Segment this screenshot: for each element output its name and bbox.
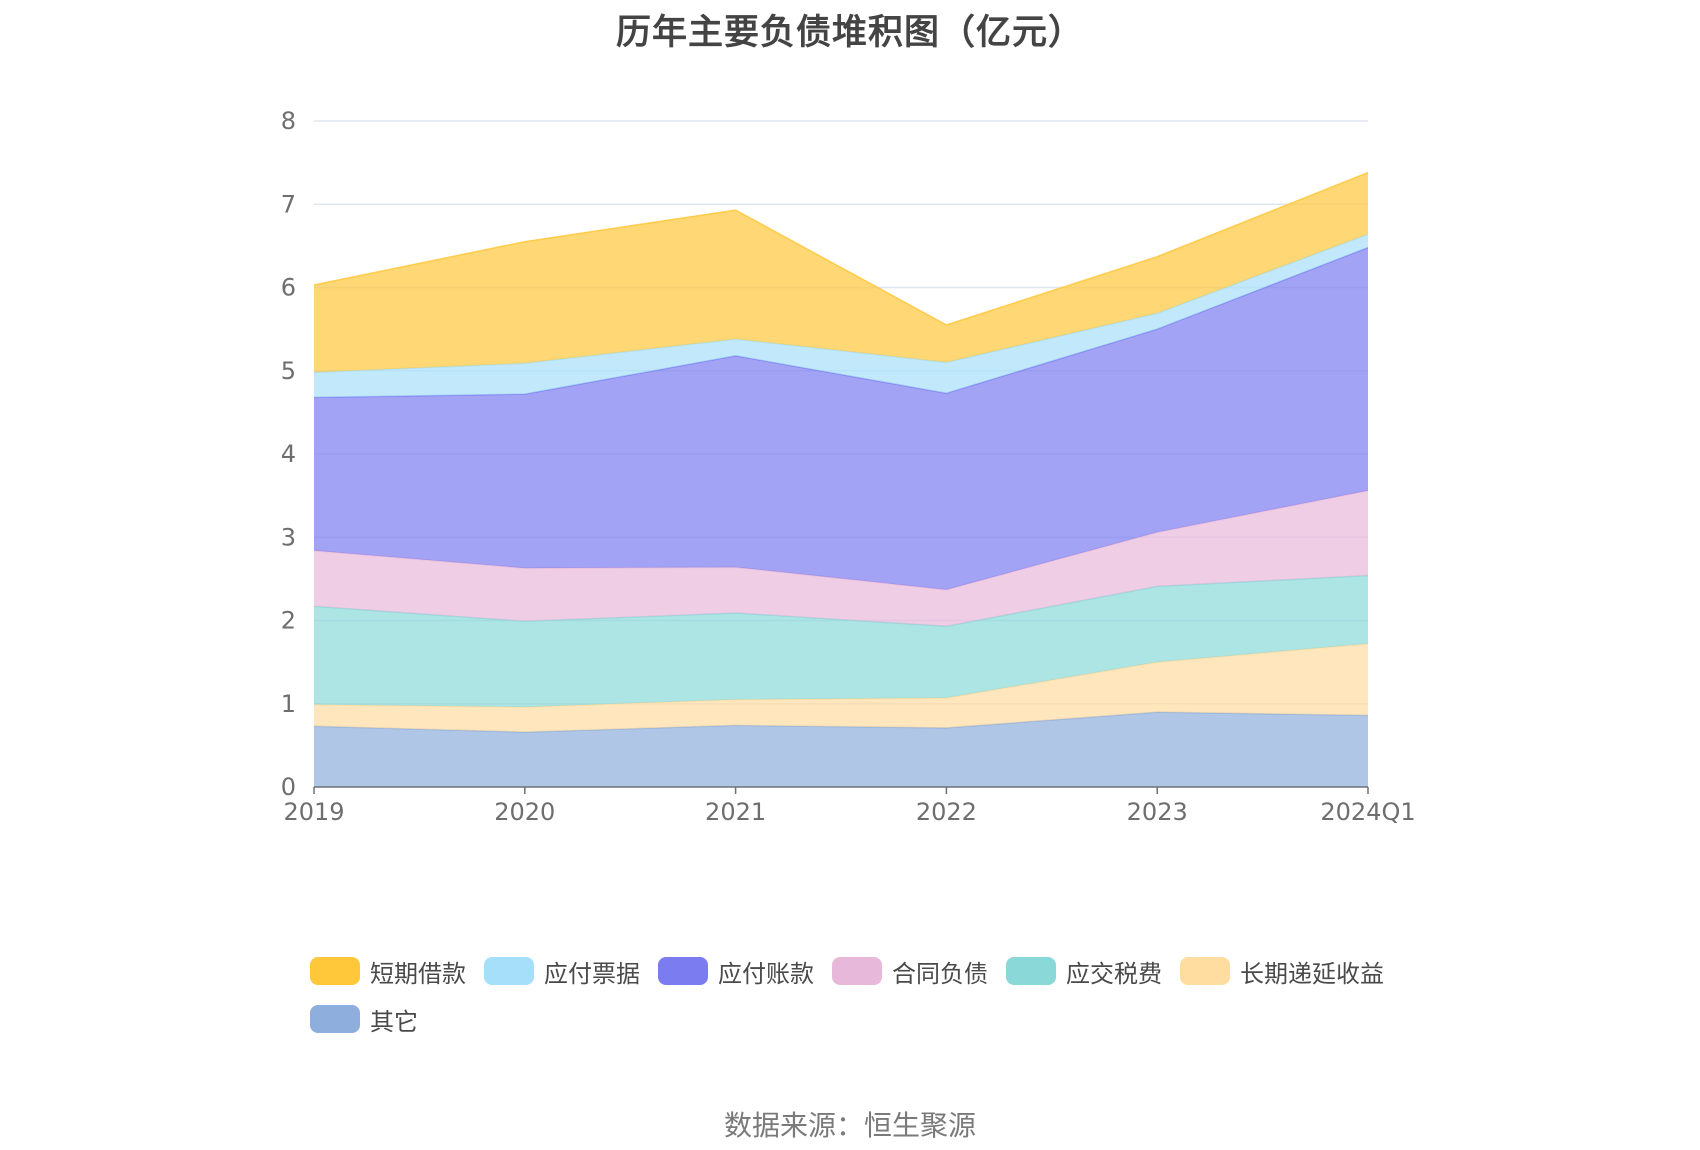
x-tick-label: 2020 — [494, 798, 555, 826]
axes: 0 1 2 3 4 5 6 7 8 2019 2020 2021 2022 2023 2024Q1 — [281, 107, 1416, 826]
y-tick-label: 1 — [281, 690, 296, 718]
legend-swatch — [310, 1005, 360, 1033]
y-tick-label: 0 — [281, 773, 296, 801]
legend-label: 合同负债 — [892, 959, 988, 988]
legend-label: 长期递延收益 — [1240, 959, 1384, 988]
legend-swatch — [1180, 957, 1230, 985]
chart-title: 历年主要负债堆积图（亿元） — [615, 13, 1084, 53]
legend-swatch — [1006, 957, 1056, 985]
legend-label: 应付票据 — [544, 959, 640, 988]
y-tick-label: 2 — [281, 607, 296, 635]
y-tick-label: 8 — [281, 107, 296, 135]
y-tick-label: 5 — [281, 357, 296, 385]
area-series-4[interactable] — [314, 247, 1368, 590]
area-series-1[interactable] — [314, 643, 1368, 733]
legend: 短期借款 应付票据 应付账款 合同负债 应交税费 长期递延收益其它 — [310, 954, 1460, 1050]
legend-swatch — [658, 957, 708, 985]
y-tick-label: 3 — [281, 523, 296, 551]
legend-item[interactable]: 长期递延收益 — [1180, 954, 1384, 988]
legend-item[interactable]: 短期借款 — [310, 954, 466, 988]
x-tick-label: 2024Q1 — [1320, 798, 1415, 826]
legend-swatch — [310, 957, 360, 985]
legend-item[interactable]: 其它 — [310, 1002, 418, 1036]
legend-item[interactable]: 合同负债 — [832, 954, 988, 988]
x-tick-label: 2021 — [705, 798, 766, 826]
area-series — [313, 171, 1369, 787]
y-tick-label: 4 — [281, 440, 296, 468]
area-series-3[interactable] — [314, 490, 1368, 627]
legend-label: 其它 — [370, 1007, 418, 1036]
legend-label: 短期借款 — [370, 959, 466, 988]
stacked-area-chart: 0 1 2 3 4 5 6 7 8 2019 2020 2021 2022 2023 2024Q1 — [281, 107, 1416, 826]
legend-label: 应付账款 — [718, 959, 814, 988]
area-series-6[interactable] — [314, 172, 1368, 373]
y-tick-label: 7 — [281, 190, 296, 218]
x-tick-label: 2019 — [283, 798, 344, 826]
legend-swatch — [484, 957, 534, 985]
x-tick-label: 2023 — [1127, 798, 1188, 826]
legend-item[interactable]: 应付账款 — [658, 954, 814, 988]
area-edge-6 — [313, 171, 1369, 326]
area-series-2[interactable] — [314, 575, 1368, 708]
legend-item[interactable]: 应交税费 — [1006, 954, 1162, 988]
legend-item[interactable]: 应付票据 — [484, 954, 640, 988]
legend-label: 应交税费 — [1066, 959, 1162, 988]
y-tick-label: 6 — [281, 274, 296, 302]
data-source-note: 数据来源：恒生聚源 — [723, 1109, 976, 1142]
legend-swatch — [832, 957, 882, 985]
area-series-5[interactable] — [314, 234, 1368, 398]
x-tick-label: 2022 — [916, 798, 977, 826]
